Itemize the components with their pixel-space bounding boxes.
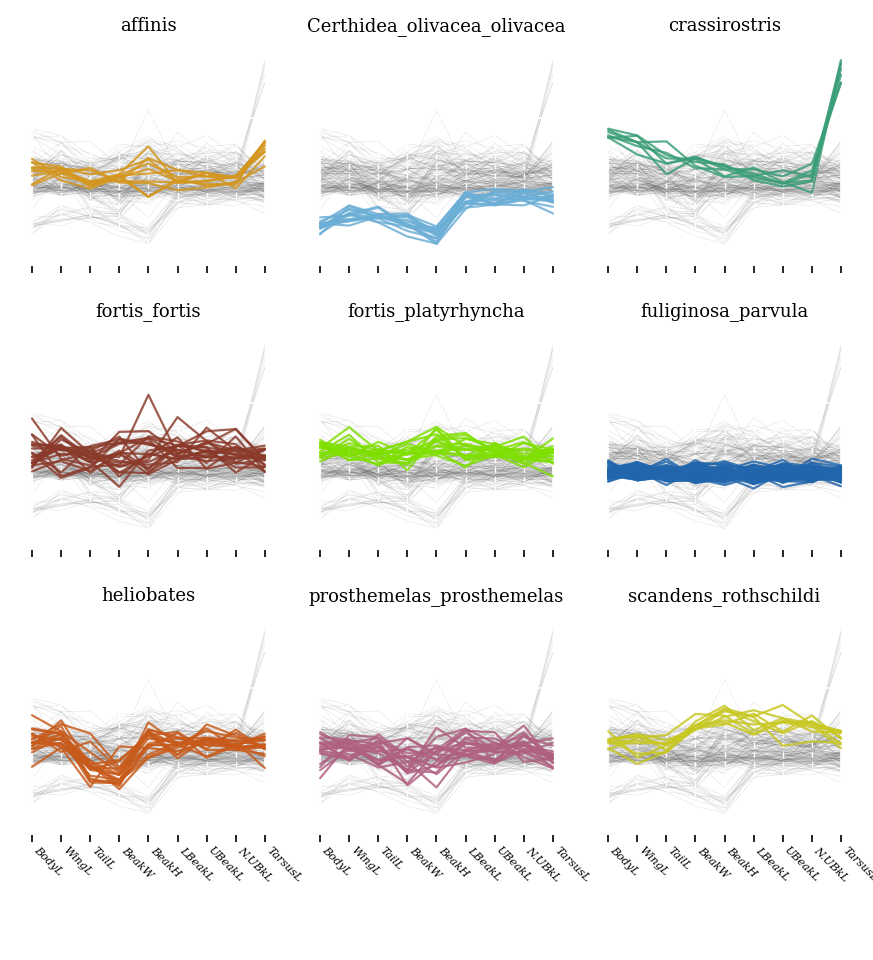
Title: heliobates: heliobates	[101, 588, 196, 605]
Title: fortis_platyrhyncha: fortis_platyrhyncha	[347, 302, 526, 322]
Title: crassirostris: crassirostris	[668, 17, 781, 36]
Title: prosthemelas_prosthemelas: prosthemelas_prosthemelas	[309, 588, 564, 606]
Title: fuliginosa_parvula: fuliginosa_parvula	[641, 302, 808, 322]
Title: affinis: affinis	[120, 17, 176, 36]
Title: scandens_rothschildi: scandens_rothschildi	[629, 588, 821, 606]
Title: Certhidea_olivacea_olivacea: Certhidea_olivacea_olivacea	[307, 17, 566, 36]
Title: fortis_fortis: fortis_fortis	[96, 302, 201, 322]
